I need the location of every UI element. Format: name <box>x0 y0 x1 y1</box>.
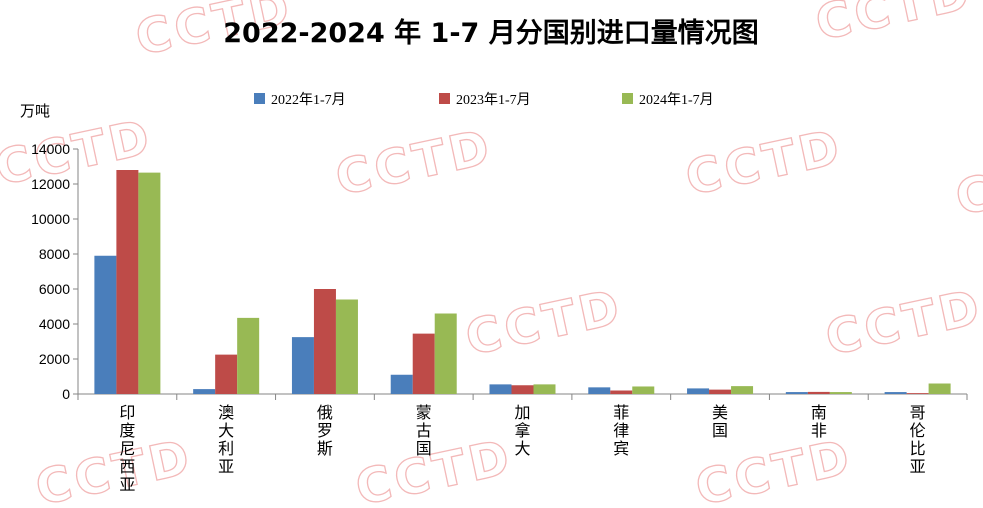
legend-label: 2022年1-7月 <box>271 92 346 108</box>
watermark-text: CCTD <box>811 0 978 52</box>
legend-swatch <box>439 93 450 104</box>
y-tick-label: 10000 <box>31 211 70 227</box>
category-label: 菲律宾 <box>613 403 629 458</box>
bar <box>116 170 139 394</box>
bar <box>829 392 852 394</box>
category-label: 南非 <box>811 403 827 440</box>
bar <box>313 289 336 394</box>
bar <box>291 337 314 394</box>
category-label: 俄罗斯 <box>317 403 333 458</box>
category-label: 蒙古国 <box>416 403 432 458</box>
y-tick-label: 14000 <box>31 141 70 157</box>
bar <box>687 388 710 394</box>
bar <box>511 385 534 394</box>
bar <box>138 172 161 394</box>
bars <box>94 170 951 394</box>
category-label: 印度尼西亚 <box>119 403 135 494</box>
category-label: 加拿大 <box>514 403 530 458</box>
bar <box>610 390 633 394</box>
x-axis-ticks <box>77 394 968 400</box>
watermark-text: CCTD <box>31 429 198 508</box>
bar <box>785 392 808 394</box>
bar <box>335 299 358 394</box>
legend-label: 2024年1-7月 <box>639 92 714 108</box>
bar <box>533 384 556 394</box>
y-tick-label: 8000 <box>39 246 70 262</box>
y-tick-label: 12000 <box>31 176 70 192</box>
legend-swatch <box>622 93 633 104</box>
watermark-text: CCTD <box>691 429 858 508</box>
bar <box>193 389 216 394</box>
bar <box>434 313 457 394</box>
bar <box>731 386 754 394</box>
watermark-text: CCTD <box>461 279 628 367</box>
watermark-text: CCTD <box>951 139 983 227</box>
category-labels: 印度尼西亚 澳大利亚 俄罗斯 蒙古国 加拿大 菲律宾 美国 南非 哥伦比亚 <box>119 403 925 494</box>
watermark-text: CCTD <box>351 429 518 508</box>
watermark-text: CCTD <box>681 119 848 207</box>
bar <box>906 393 929 394</box>
category-label: 哥伦比亚 <box>910 403 926 476</box>
chart-title: 2022-2024 年 1-7 月分国别进口量情况图 <box>223 17 758 49</box>
category-label: 美国 <box>712 403 728 440</box>
bar <box>928 383 951 394</box>
bar <box>94 255 117 394</box>
y-tick-label: 6000 <box>39 281 70 297</box>
bar <box>237 317 260 394</box>
y-axis-unit-label: 万吨 <box>20 102 50 120</box>
bar <box>807 391 830 394</box>
bar <box>390 374 413 394</box>
watermark-text: CCTD <box>331 119 498 207</box>
category-label: 澳大利亚 <box>218 403 234 476</box>
bar <box>884 392 907 394</box>
watermark-text: CCTD <box>821 279 983 367</box>
bar <box>489 384 512 394</box>
bar <box>632 386 655 394</box>
legend-label: 2023年1-7月 <box>456 92 531 108</box>
y-tick-label: 4000 <box>39 316 70 332</box>
bar <box>588 387 611 394</box>
legend: 2022年1-7月 2023年1-7月 2024年1-7月 <box>254 92 714 108</box>
bar <box>215 354 238 394</box>
bar <box>412 333 435 394</box>
y-tick-label: 2000 <box>39 351 70 367</box>
y-axis-ticks: 0 2000 4000 6000 8000 10000 12000 14000 <box>31 141 78 402</box>
legend-swatch <box>254 93 265 104</box>
y-tick-label: 0 <box>62 386 70 402</box>
bar <box>709 389 732 394</box>
